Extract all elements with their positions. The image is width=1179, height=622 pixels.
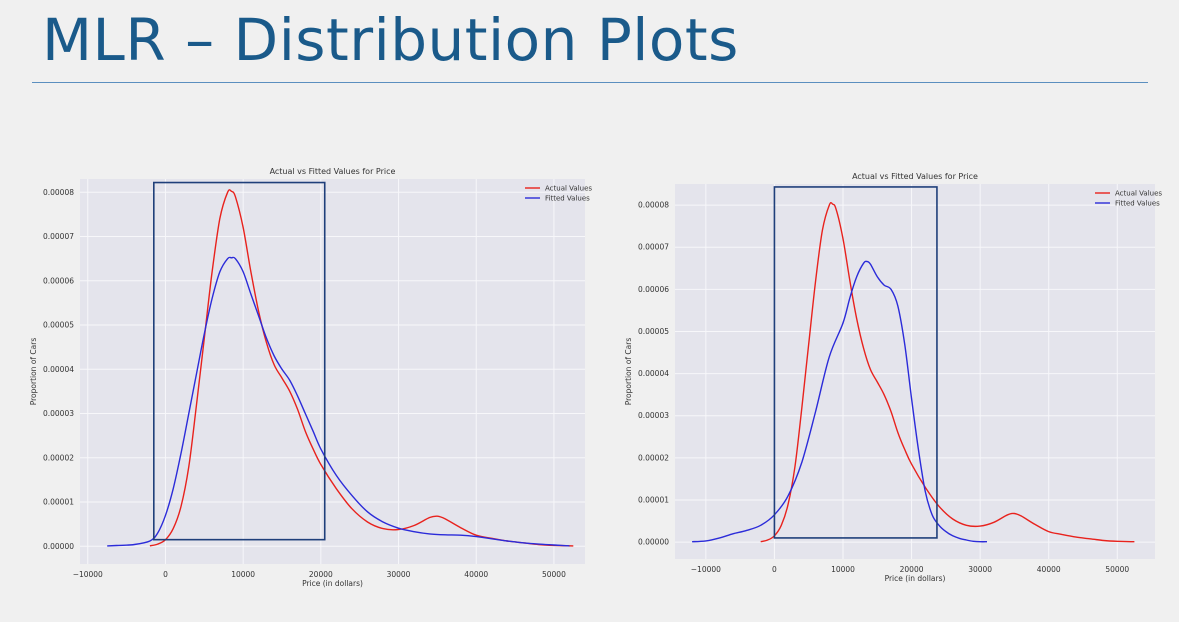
x-tick-label: 10000	[831, 565, 855, 574]
x-tick-label: 10000	[231, 570, 255, 579]
x-tick-label: 40000	[464, 570, 488, 579]
x-tick-label: 0	[772, 565, 777, 574]
legend-label: Fitted Values	[1115, 200, 1160, 208]
x-tick-label: 50000	[542, 570, 566, 579]
y-tick-label: 0.00006	[43, 276, 74, 285]
y-tick-label: 0.00008	[638, 201, 669, 210]
x-tick-label: −10000	[691, 565, 721, 574]
x-tick-label: 20000	[309, 570, 333, 579]
y-tick-label: 0.00001	[638, 496, 669, 505]
highlight-box	[153, 181, 326, 541]
left-distribution-chart: −10000 0 10000 20000 30000 40000 50000 0.00000 0…	[29, 167, 592, 588]
x-axis-label: Price (in dollars)	[885, 574, 946, 583]
x-tick-label: −10000	[73, 570, 103, 579]
x-tick-label: 40000	[1037, 565, 1061, 574]
y-tick-label: 0.00002	[638, 453, 669, 462]
legend-label: Fitted Values	[545, 195, 590, 203]
series-line-actual	[149, 189, 574, 547]
right-distribution-chart: −10000 0 10000 20000 30000 40000 50000 0.00000 0…	[624, 172, 1162, 583]
y-tick-label: 0.00007	[638, 243, 669, 252]
y-tick-label: 0.00004	[638, 369, 669, 378]
x-tick-label: 50000	[1105, 565, 1129, 574]
y-tick-label: 0.00003	[43, 409, 74, 418]
y-tick-label: 0.00001	[43, 498, 74, 507]
y-tick-label: 0.00005	[638, 327, 669, 336]
x-axis-label: Price (in dollars)	[302, 579, 363, 588]
series-line-actual	[760, 201, 1135, 543]
y-tick-label: 0.00000	[638, 538, 669, 547]
slide-title: MLR – Distribution Plots	[42, 6, 739, 74]
y-tick-label: 0.00002	[43, 453, 74, 462]
x-tick-label: 30000	[387, 570, 411, 579]
legend-label: Actual Values	[1115, 190, 1162, 198]
y-axis-label: Proportion of Cars	[29, 338, 38, 406]
x-tick-label: 0	[163, 570, 168, 579]
y-tick-label: 0.00008	[43, 188, 74, 197]
chart-title: Actual vs Fitted Values for Price	[270, 167, 396, 176]
highlight-box	[773, 186, 938, 539]
y-tick-label: 0.00007	[43, 232, 74, 241]
y-axis-label: Proportion of Cars	[624, 338, 633, 406]
y-tick-label: 0.00000	[43, 542, 74, 551]
x-tick-label: 20000	[900, 565, 924, 574]
y-tick-label: 0.00005	[43, 321, 74, 330]
series-line-fitted	[107, 256, 570, 547]
plot-area	[80, 179, 585, 564]
x-tick-label: 30000	[968, 565, 992, 574]
chart-title: Actual vs Fitted Values for Price	[852, 172, 978, 181]
plot-area	[675, 184, 1155, 559]
y-tick-label: 0.00004	[43, 365, 74, 374]
y-tick-label: 0.00003	[638, 411, 669, 420]
title-divider	[32, 82, 1148, 83]
legend-label: Actual Values	[545, 185, 592, 193]
y-tick-label: 0.00006	[638, 285, 669, 294]
series-line-fitted	[692, 260, 988, 543]
